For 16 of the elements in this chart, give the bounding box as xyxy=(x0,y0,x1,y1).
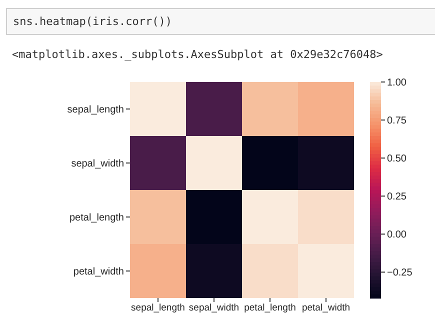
y-tick-label: sepal_length xyxy=(67,104,124,116)
text: sns.heatmap(iris.corr()) xyxy=(13,15,172,28)
y-tick-label: petal_width xyxy=(73,266,124,278)
text: <matplotlib.axes._subplots.AxesSubplot at 0x29e32c76048> xyxy=(12,48,383,61)
color-bar-label: 0.75 xyxy=(387,116,407,127)
color-bar-label: −0.25 xyxy=(387,268,413,279)
x-tick-label: sepal_width xyxy=(188,302,240,314)
color-bar-label: 0.00 xyxy=(387,230,407,241)
color-bar-label: 0.25 xyxy=(387,192,407,203)
x-tick-label: petal_length xyxy=(244,302,296,314)
y-tick-label: petal_length xyxy=(70,212,124,224)
color-bar-label: 1.00 xyxy=(387,78,407,88)
x-tick-label: sepal_length xyxy=(131,302,185,314)
color-bar-label: 0.50 xyxy=(387,154,407,165)
y-tick-label: sepal_width xyxy=(71,158,124,170)
x-tick-label: petal_width xyxy=(302,302,350,314)
